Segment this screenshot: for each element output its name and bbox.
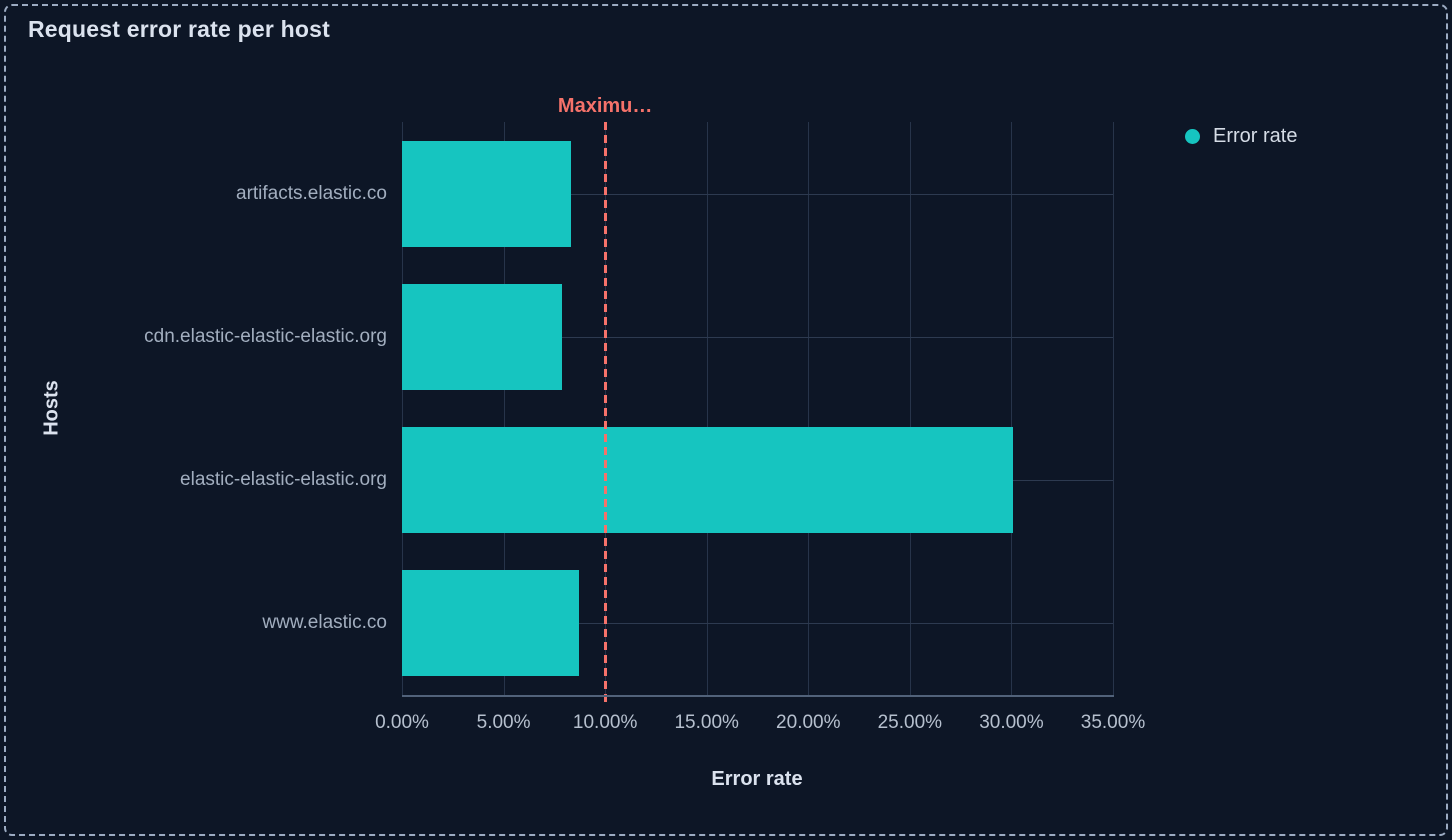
y-category-label: artifacts.elastic.co: [236, 182, 387, 204]
x-tick-label: 10.00%: [572, 712, 638, 733]
y-category-label: www.elastic.co: [262, 612, 387, 634]
y-gridline: [402, 193, 1113, 195]
x-tick-label: 25.00%: [877, 712, 943, 733]
x-tick-label: 15.00%: [674, 712, 739, 733]
threshold-label: Maximu…: [557, 95, 653, 117]
x-tick-label: 35.00%: [1080, 712, 1146, 733]
threshold-line: [603, 122, 607, 703]
bar-www.elastic.co[interactable]: [402, 570, 579, 677]
x-gridline: [808, 122, 810, 695]
bar-artifacts.elastic.co[interactable]: [402, 140, 571, 247]
x-tick-label: 20.00%: [776, 712, 841, 733]
x-tick-label: 5.00%: [476, 712, 531, 733]
legend-item-error-rate[interactable]: Error rate: [1185, 125, 1297, 148]
x-gridline: [503, 122, 505, 695]
legend-swatch-circle-icon: [1185, 129, 1200, 144]
panel-title: Request error rate per host: [28, 16, 330, 42]
x-gridline: [706, 122, 708, 695]
x-tick-label: 30.00%: [979, 712, 1044, 733]
y-axis-title: Hosts: [40, 380, 63, 436]
legend-label: Error rate: [1213, 125, 1298, 147]
x-gridline: [402, 122, 403, 695]
bar-elastic-elastic-elastic.org[interactable]: [402, 427, 1014, 534]
x-axis-title: Error rate: [711, 768, 803, 790]
x-gridline: [1113, 122, 1114, 695]
x-gridline: [909, 122, 911, 695]
y-gridline: [402, 336, 1113, 338]
y-gridline: [402, 623, 1113, 625]
x-axis-line: [402, 695, 1114, 697]
x-tick-label: 0.00%: [375, 712, 429, 733]
bar-cdn.elastic-elastic-elastic.org[interactable]: [402, 283, 563, 390]
y-category-label: elastic-elastic-elastic.org: [180, 469, 387, 491]
x-gridline: [1011, 122, 1013, 695]
y-category-label: cdn.elastic-elastic-elastic.org: [144, 325, 387, 347]
